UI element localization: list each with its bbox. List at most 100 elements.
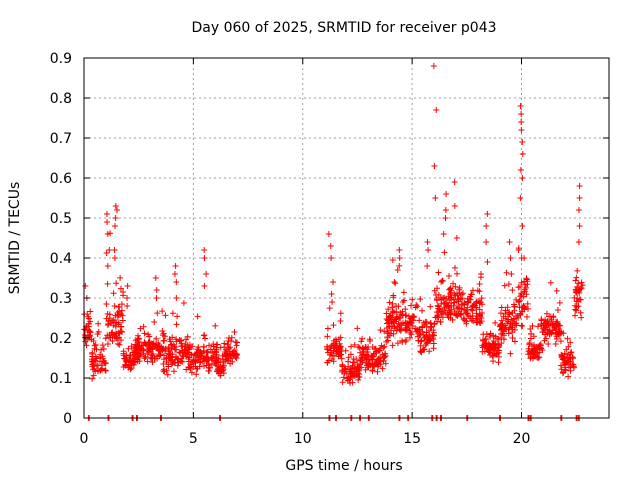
data-point <box>113 280 120 287</box>
data-point <box>570 364 577 371</box>
data-point <box>567 362 574 369</box>
data-point <box>565 373 572 380</box>
data-point <box>416 317 423 324</box>
data-point <box>427 303 434 310</box>
data-point <box>451 203 458 209</box>
data-point <box>354 325 361 332</box>
data-point <box>202 335 209 342</box>
data-point <box>507 320 514 327</box>
data-point <box>453 235 460 241</box>
data-point <box>575 287 582 294</box>
data-point <box>434 314 441 321</box>
data-point <box>147 354 154 361</box>
data-point <box>186 354 193 361</box>
data-point <box>417 342 424 349</box>
data-point <box>465 298 472 305</box>
data-point <box>205 360 212 367</box>
data-point <box>389 342 396 349</box>
data-point <box>434 285 441 292</box>
data-point <box>345 358 352 365</box>
data-point <box>85 315 92 322</box>
data-point <box>363 356 370 363</box>
data-point <box>99 342 106 349</box>
data-point <box>153 287 160 293</box>
data-point <box>336 348 343 355</box>
data-point <box>396 255 403 261</box>
data-point <box>206 368 213 375</box>
data-point <box>106 247 113 253</box>
data-point <box>419 307 426 314</box>
data-point <box>498 317 505 324</box>
data-point <box>384 334 391 341</box>
data-point <box>515 246 522 253</box>
data-point <box>110 290 117 297</box>
data-point <box>458 311 465 318</box>
data-point <box>517 103 524 109</box>
data-point <box>463 310 470 317</box>
data-point <box>355 343 362 350</box>
data-point <box>511 326 518 333</box>
data-point <box>535 343 542 350</box>
data-point <box>520 293 527 300</box>
data-point <box>479 348 486 355</box>
data-point <box>342 347 349 354</box>
data-point <box>329 353 336 359</box>
data-point <box>435 308 442 315</box>
data-point <box>173 279 180 285</box>
data-point <box>574 267 581 274</box>
data-point <box>87 329 94 336</box>
x-tick-label: 0 <box>80 431 89 447</box>
data-point <box>188 369 195 376</box>
data-point <box>338 355 345 362</box>
data-point <box>384 337 391 344</box>
data-point <box>104 310 111 317</box>
data-point <box>451 179 458 185</box>
data-point <box>549 320 556 327</box>
data-point <box>100 357 107 364</box>
data-point <box>453 270 460 277</box>
data-point <box>424 239 431 245</box>
data-point <box>503 269 510 276</box>
data-point <box>492 333 499 340</box>
data-point <box>572 287 579 294</box>
data-point <box>93 362 100 369</box>
data-point <box>111 303 118 310</box>
data-point <box>438 278 445 285</box>
data-point <box>114 207 121 213</box>
data-point <box>112 203 119 209</box>
data-point <box>346 380 353 387</box>
data-point <box>575 207 582 213</box>
data-point <box>538 320 545 327</box>
data-point <box>484 211 491 217</box>
data-point <box>473 310 480 317</box>
data-point <box>435 269 442 276</box>
data-point <box>535 323 542 330</box>
data-point <box>93 355 100 362</box>
data-point <box>408 314 415 321</box>
data-point <box>415 337 422 344</box>
y-tick-label: 0.2 <box>50 331 72 347</box>
data-point <box>201 283 208 289</box>
data-point <box>393 314 400 321</box>
data-point <box>521 288 528 295</box>
data-point <box>233 351 240 358</box>
data-point <box>84 327 91 333</box>
data-point <box>160 360 167 367</box>
data-point <box>171 271 178 277</box>
data-point <box>200 347 207 354</box>
data-point <box>576 223 583 229</box>
data-point <box>132 354 139 361</box>
data-point <box>487 342 494 349</box>
data-point <box>498 340 505 347</box>
data-point <box>374 368 381 375</box>
data-point <box>349 365 356 372</box>
data-point <box>567 339 574 346</box>
data-point <box>411 313 418 320</box>
data-point <box>115 321 122 328</box>
data-point <box>353 372 360 379</box>
data-point <box>337 318 344 325</box>
data-point <box>140 323 147 330</box>
data-point <box>393 303 400 310</box>
data-point <box>440 231 447 237</box>
data-point <box>564 359 571 366</box>
